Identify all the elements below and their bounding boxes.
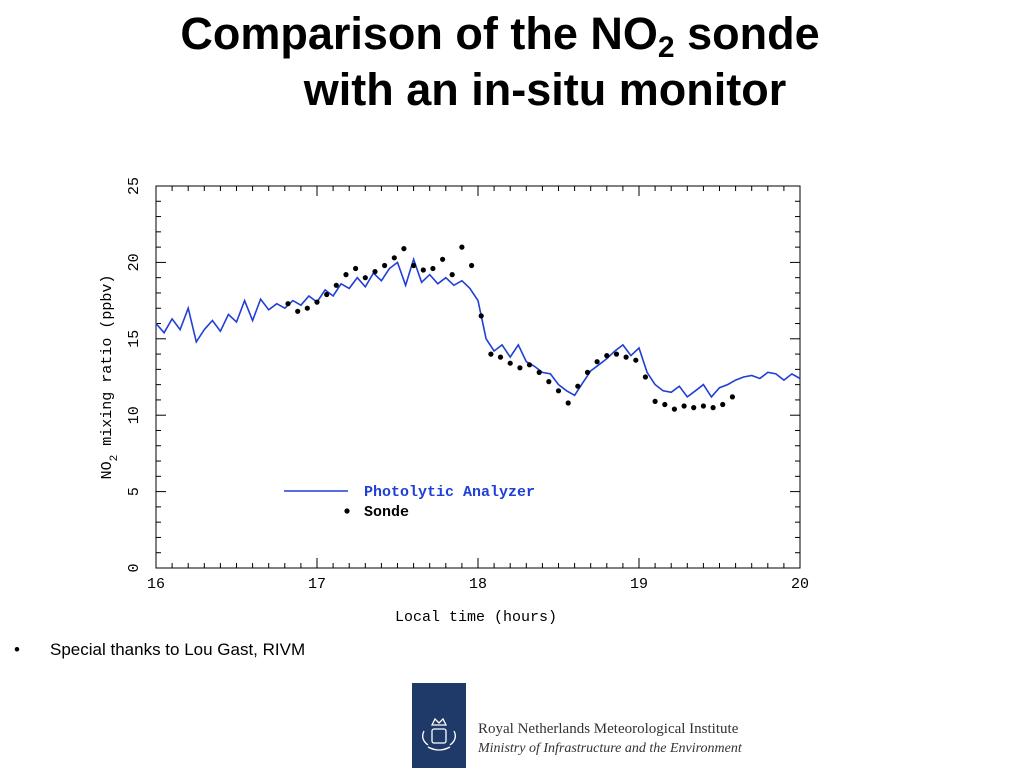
sonde-point xyxy=(594,359,600,365)
x-axis: 16 17 18 19 20 xyxy=(147,186,809,593)
sonde-point xyxy=(362,275,368,281)
series-line-photolytic-analyzer xyxy=(155,256,801,399)
y-tick-label: 5 xyxy=(126,487,143,496)
sonde-point xyxy=(401,246,407,252)
x-axis-label: Local time (hours) xyxy=(395,609,557,626)
organization-name: Royal Netherlands Meteorological Institu… xyxy=(478,721,739,737)
sonde-point xyxy=(411,262,417,269)
sonde-point xyxy=(324,291,330,298)
sonde-point xyxy=(652,398,658,404)
footer-organization: Royal Netherlands Meteorological Institu… xyxy=(478,720,742,758)
sonde-point xyxy=(613,351,620,357)
sonde-point xyxy=(681,403,687,409)
sonde-point xyxy=(459,244,465,250)
sonde-point xyxy=(420,267,426,273)
sonde-point xyxy=(565,400,571,406)
sonde-point xyxy=(343,272,349,278)
no2-comparison-chart: 16 17 18 19 20 0 5 10 15 20 25 Photolytic Analyze… xyxy=(99,177,809,626)
sonde-point xyxy=(633,357,639,363)
plot-area xyxy=(155,185,801,569)
sonde-point xyxy=(440,256,446,262)
royal-crest-icon xyxy=(422,717,456,751)
knmi-logo xyxy=(412,683,466,768)
title-line-2: with an in-situ monitor xyxy=(303,64,787,115)
sonde-point xyxy=(584,369,591,375)
y-axis: 0 5 10 15 20 25 xyxy=(126,177,800,573)
title-text-end: sonde xyxy=(674,8,820,59)
sonde-point xyxy=(478,313,484,319)
sonde-point xyxy=(497,354,504,360)
sonde-point xyxy=(449,272,455,278)
sonde-point xyxy=(285,301,291,307)
legend-label-sonde: Sonde xyxy=(364,504,409,521)
y-tick-label: 20 xyxy=(126,253,143,271)
plot-frame xyxy=(155,185,801,569)
legend-label-analyzer: Photolytic Analyzer xyxy=(364,484,535,501)
sonde-point xyxy=(536,369,542,375)
sonde-point xyxy=(526,362,533,368)
sonde-point xyxy=(642,374,649,380)
sonde-point xyxy=(671,406,678,412)
sonde-point xyxy=(555,388,562,394)
y-tick-label: 0 xyxy=(126,563,143,572)
slide-title: Comparison of the NO2 sonde with an in-s… xyxy=(0,6,1000,118)
sonde-point xyxy=(575,383,581,389)
sonde-point xyxy=(604,353,610,359)
sonde-point xyxy=(710,405,716,411)
sonde-point xyxy=(662,401,668,408)
sonde-point xyxy=(382,262,388,269)
sonde-point xyxy=(546,379,552,385)
title-subscript: 2 xyxy=(657,31,675,64)
sonde-point xyxy=(304,305,310,311)
sonde-point xyxy=(517,365,523,371)
sonde-point xyxy=(623,354,629,360)
series-layer xyxy=(155,244,801,412)
sonde-point xyxy=(507,360,513,366)
y-tick-label: 25 xyxy=(126,177,143,195)
legend: Photolytic Analyzer Sonde xyxy=(284,484,535,521)
x-tick-label: 17 xyxy=(308,576,326,593)
bullet-marker: • xyxy=(14,640,20,659)
sonde-point xyxy=(691,405,697,411)
sonde-point xyxy=(353,265,359,272)
sonde-point xyxy=(720,401,726,408)
sonde-point xyxy=(295,308,301,314)
x-tick-label: 18 xyxy=(469,576,487,593)
acknowledgement-bullet: • Special thanks to Lou Gast, RIVM xyxy=(14,640,305,660)
acknowledgement-text: Special thanks to Lou Gast, RIVM xyxy=(50,640,306,659)
sonde-point xyxy=(372,269,378,275)
legend-marker-sonde xyxy=(344,508,350,514)
x-tick-label: 20 xyxy=(791,576,809,593)
sonde-point xyxy=(391,255,397,261)
sonde-point xyxy=(488,351,494,357)
x-tick-label: 19 xyxy=(630,576,648,593)
y-tick-label: 15 xyxy=(126,330,143,348)
sonde-point xyxy=(314,299,320,305)
y-tick-label: 10 xyxy=(126,406,143,424)
sonde-point xyxy=(430,265,436,272)
y-axis-label: NO2 mixing ratio (ppbv) xyxy=(99,275,121,480)
sonde-point xyxy=(729,394,736,400)
sonde-point xyxy=(333,282,339,288)
sonde-point xyxy=(700,403,707,409)
x-tick-label: 16 xyxy=(147,576,165,593)
title-text: Comparison of the NO xyxy=(180,8,658,59)
ministry-name: Ministry of Infrastructure and the Envir… xyxy=(478,741,742,756)
sonde-point xyxy=(469,262,475,269)
